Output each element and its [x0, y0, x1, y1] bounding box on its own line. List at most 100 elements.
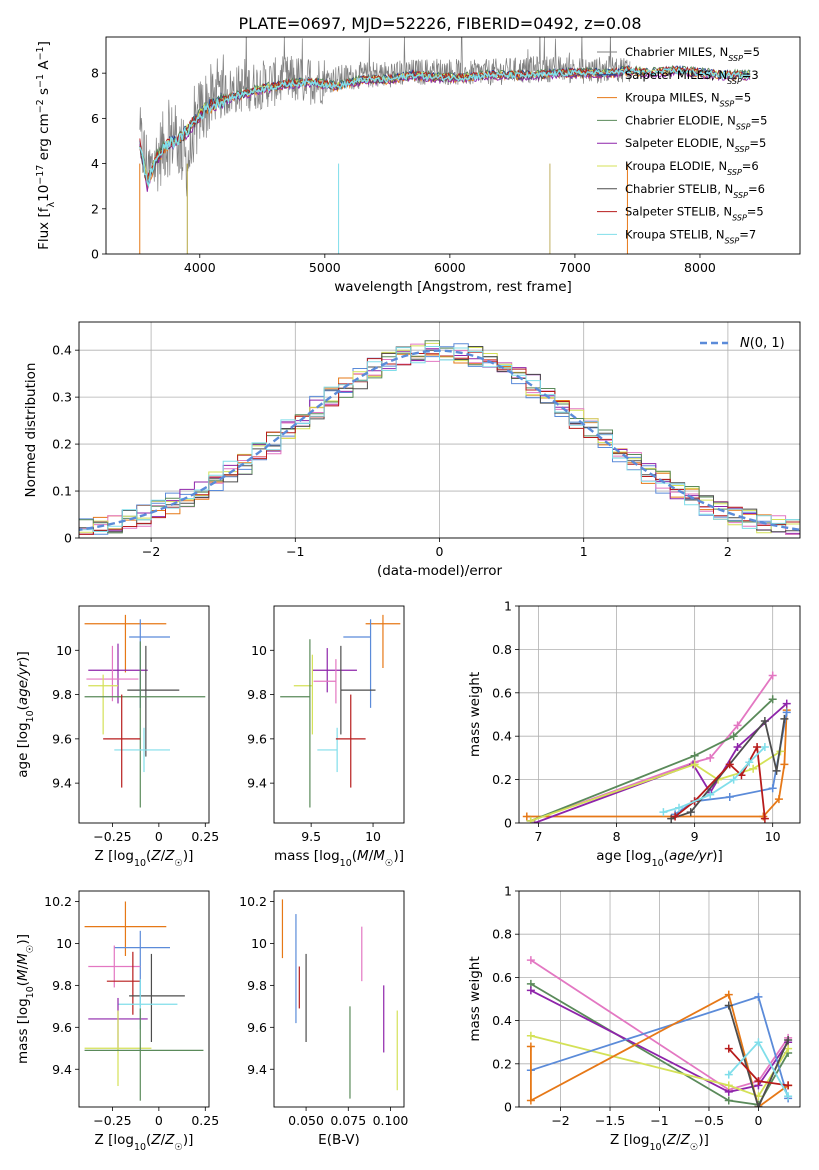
weight-marker [733, 721, 742, 730]
legend-entry: Chabrier ELODIE, NSSP=5 [625, 113, 767, 130]
y-axis-label: mass [log10(M/M☉)] [15, 934, 36, 1064]
plot-area-weight_vs_Z [519, 891, 800, 1107]
axes-frame [273, 605, 405, 824]
x-tick-label: −2 [142, 544, 160, 559]
weight-marker [526, 1042, 535, 1051]
axes-frame [78, 890, 210, 1108]
x-tick-label: 8000 [684, 260, 716, 275]
weight-marker [690, 760, 699, 769]
y-tick-label: 10 [56, 936, 72, 951]
plot-mass_vs_Z: −0.25 0 0.25 9.4 9.6 9.8 10 10.2 Z [log10(Z/Z☉)]… [15, 890, 219, 1153]
x-tick-label: 0.075 [330, 1113, 366, 1128]
weight-marker [729, 775, 738, 784]
y-tick-label: 0.2 [52, 437, 72, 452]
residual-histogram [79, 346, 800, 533]
x-axis-label: Z [log10(Z/Z☉)] [610, 1132, 709, 1153]
x-tick-label: 8 [613, 829, 621, 844]
y-tick-label: 9.8 [52, 687, 72, 702]
y-axis-label: age [log10(age/yr)] [15, 651, 36, 777]
weight-marker [774, 795, 783, 804]
legend-entry: Kroupa MILES, NSSP=5 [625, 91, 751, 109]
x-axis-label: E(B-V) [318, 1132, 360, 1148]
weight-marker [784, 1081, 793, 1090]
plot-area-age_vs_mass [280, 614, 401, 808]
weight-marker [724, 1081, 733, 1090]
weight-marker [754, 1038, 763, 1047]
model-spectrum [139, 67, 751, 188]
y-tick-label: 6 [91, 111, 99, 126]
plot-area-residuals [79, 322, 800, 538]
weight-marker [760, 814, 769, 823]
y-tick-label: 0 [64, 531, 72, 546]
x-axis-label: wavelength [Angstrom, rest frame] [334, 279, 572, 295]
weight-marker [782, 699, 791, 708]
x-tick-label: 7000 [559, 260, 591, 275]
y-tick-label: 0 [504, 1100, 512, 1115]
x-tick-label: 2 [724, 544, 732, 559]
weight-marker [772, 766, 781, 775]
weight-marker [754, 992, 763, 1001]
plot-residuals: −2 −1 0 1 2 0 0.1 0.2 0.3 0.4 (data-model)/error No… [23, 321, 801, 579]
weight-marker [784, 1044, 793, 1053]
y-tick-label: 0.8 [492, 927, 512, 942]
weight-marker [522, 812, 531, 821]
x-tick-label: 0.100 [373, 1113, 409, 1128]
x-tick-label: 6000 [434, 260, 466, 275]
x-tick-label: −2 [551, 1113, 569, 1128]
y-tick-label: 0 [504, 816, 512, 831]
y-tick-label: 10 [251, 643, 267, 658]
plot-weight_vs_age: 7 8 9 10 0 0.2 0.4 0.6 0.8 1 age [log10(age/yr)] ma… [467, 599, 801, 869]
legend-entry: Chabrier STELIB, NSSP=6 [625, 182, 765, 200]
weight-marker [724, 1096, 733, 1105]
axes-frame [105, 36, 801, 255]
y-tick-label: 10 [251, 936, 267, 951]
y-tick-label: 9.4 [52, 1062, 72, 1077]
y-tick-label: 0.4 [492, 1013, 512, 1028]
plot-spectrum: 4000 5000 6000 7000 8000 0 2 4 6 8 wavelength [Ang… [35, 36, 801, 295]
weight-marker [724, 1044, 733, 1053]
x-tick-label: 1 [580, 544, 588, 559]
y-tick-label: 4 [91, 156, 99, 171]
x-tick-label: 0 [754, 1113, 762, 1128]
weight-marker [724, 1001, 733, 1010]
weight-marker [760, 717, 769, 726]
weight-marker [690, 751, 699, 760]
x-tick-label: 0.25 [191, 1113, 219, 1128]
legend-entry: Salpeter STELIB, NSSP=5 [625, 205, 764, 223]
weight-marker [686, 808, 695, 817]
x-axis-label: mass [log10(M/M☉)] [274, 848, 404, 869]
weight-marker [784, 1036, 793, 1045]
y-tick-label: 0.4 [492, 729, 512, 744]
y-tick-label: 10.2 [239, 894, 267, 909]
weight-marker [659, 808, 668, 817]
legend-entry: Salpeter MILES, NSSP=3 [625, 68, 759, 86]
x-axis-label: age [log10(age/yr)] [596, 848, 722, 869]
x-axis-label: Z [log10(Z/Z☉)] [95, 1132, 194, 1153]
weight-marker [526, 1031, 535, 1040]
legend-entry: N(0, 1) [740, 336, 785, 351]
y-tick-label: 0.8 [492, 642, 512, 657]
x-tick-label: −1 [286, 544, 304, 559]
x-tick-label: −0.25 [93, 829, 131, 844]
weight-marker [671, 812, 680, 821]
weight-marker [754, 1077, 763, 1086]
x-tick-label: 0 [436, 544, 444, 559]
y-tick-label: 0.2 [492, 772, 512, 787]
y-tick-label: 9.4 [52, 776, 72, 791]
y-tick-label: 9.6 [52, 1020, 72, 1035]
plot-area-spectrum [139, 37, 751, 254]
weight-marker [782, 708, 791, 717]
x-tick-label: 0 [155, 1113, 163, 1128]
weight-marker [729, 732, 738, 741]
weight-marker [725, 792, 734, 801]
weight-line [530, 989, 789, 1093]
y-tick-label: 9.6 [247, 1020, 267, 1035]
y-tick-label: 9.8 [247, 687, 267, 702]
y-tick-label: 2 [91, 201, 99, 216]
weight-marker [753, 743, 762, 752]
y-tick-label: 0.6 [492, 685, 512, 700]
weight-marker [706, 790, 715, 799]
weight-line [727, 1005, 789, 1107]
plot-area-age_vs_Z [84, 614, 206, 808]
x-tick-label: 10 [765, 829, 781, 844]
